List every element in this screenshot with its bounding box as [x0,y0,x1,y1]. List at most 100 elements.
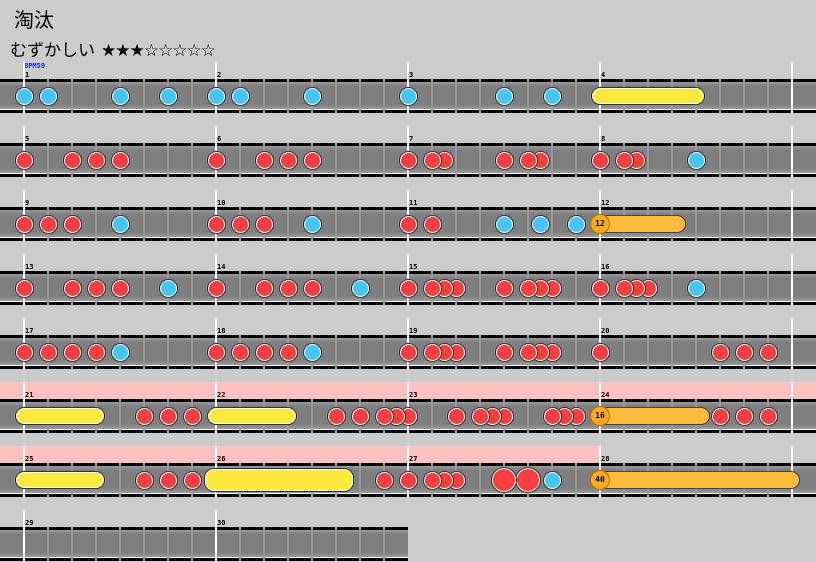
measure-number: 22 [217,391,226,399]
measure-number: 6 [217,135,222,143]
ka-note [38,86,58,106]
don-note [590,342,610,362]
don-note [446,406,466,426]
gogo-section [600,382,816,402]
don-note [422,150,442,170]
grid-line [119,463,121,497]
ka-note [686,150,706,170]
don-note [38,214,58,234]
don-note [158,470,178,490]
measure-bar-line [791,126,793,178]
don-note [254,150,274,170]
don-note [254,278,274,298]
grid-line [191,271,193,305]
balloon-note [592,471,800,489]
ka-note [110,86,130,106]
measure-number: 17 [25,327,34,335]
don-note [494,150,514,170]
grid-line [143,271,145,305]
grid-line [767,79,769,113]
grid-line [743,79,745,113]
grid-line [143,79,145,113]
grid-line [647,143,649,177]
don-note [326,406,346,426]
don-note [62,214,82,234]
grid-line [95,527,97,561]
grid-line [71,527,73,561]
grid-line [191,79,193,113]
measure-number: 5 [25,135,30,143]
grid-line [695,207,697,241]
grid-line [239,143,241,177]
don-note [422,470,442,490]
grid-line [671,143,673,177]
grid-line [359,527,361,561]
grid-line [47,527,49,561]
grid-line [47,271,49,305]
grid-line [143,143,145,177]
grid-line [527,399,529,433]
ka-note [302,342,322,362]
don-note [710,342,730,362]
grid-line [191,143,193,177]
grid-line [239,527,241,561]
balloon-count: 40 [590,470,610,490]
gogo-section [0,382,216,402]
grid-line [575,463,577,497]
don-note [14,214,34,234]
don-note [398,470,418,490]
grid-line [359,463,361,497]
grid-line [263,79,265,113]
don-note [14,150,34,170]
grid-line [95,79,97,113]
grid-line [167,207,169,241]
grid-line [359,335,361,369]
don-note [278,150,298,170]
grid-line [383,79,385,113]
grid-line [311,399,313,433]
gogo-section [216,382,408,402]
ka-note [494,86,514,106]
grid-line [479,207,481,241]
grid-line [143,527,145,561]
don-note [518,278,538,298]
don-note [518,150,538,170]
don-note [86,342,106,362]
measure-number: 9 [25,199,30,207]
grid-line [335,79,337,113]
grid-line [359,207,361,241]
measure-number: 23 [409,391,418,399]
grid-line [479,143,481,177]
don-note [758,342,778,362]
don-note [278,278,298,298]
drumroll-note [591,87,705,105]
don-note [398,342,418,362]
ka-note [530,214,550,234]
grid-line [671,335,673,369]
don-note [590,150,610,170]
balloon-count: 12 [590,214,610,234]
grid-line [743,143,745,177]
measure-number: 21 [25,391,34,399]
don-note [230,214,250,234]
grid-line [431,399,433,433]
grid-line [623,335,625,369]
don-note [470,406,490,426]
measure-number: 24 [601,391,610,399]
measure-number: 11 [409,199,418,207]
measure-number: 13 [25,263,34,271]
measure-number: 29 [25,519,34,527]
grid-line [167,143,169,177]
grid-line [311,527,313,561]
measure-number: 27 [409,455,418,463]
grid-line [455,143,457,177]
ka-note [686,278,706,298]
grid-line [263,527,265,561]
don-note [86,278,106,298]
measure-number: 25 [25,455,34,463]
measure-bar-line [791,62,793,114]
drumroll-note [204,468,354,492]
don-note [302,278,322,298]
song-title: 淘汰 [14,8,54,32]
grid-line [743,271,745,305]
